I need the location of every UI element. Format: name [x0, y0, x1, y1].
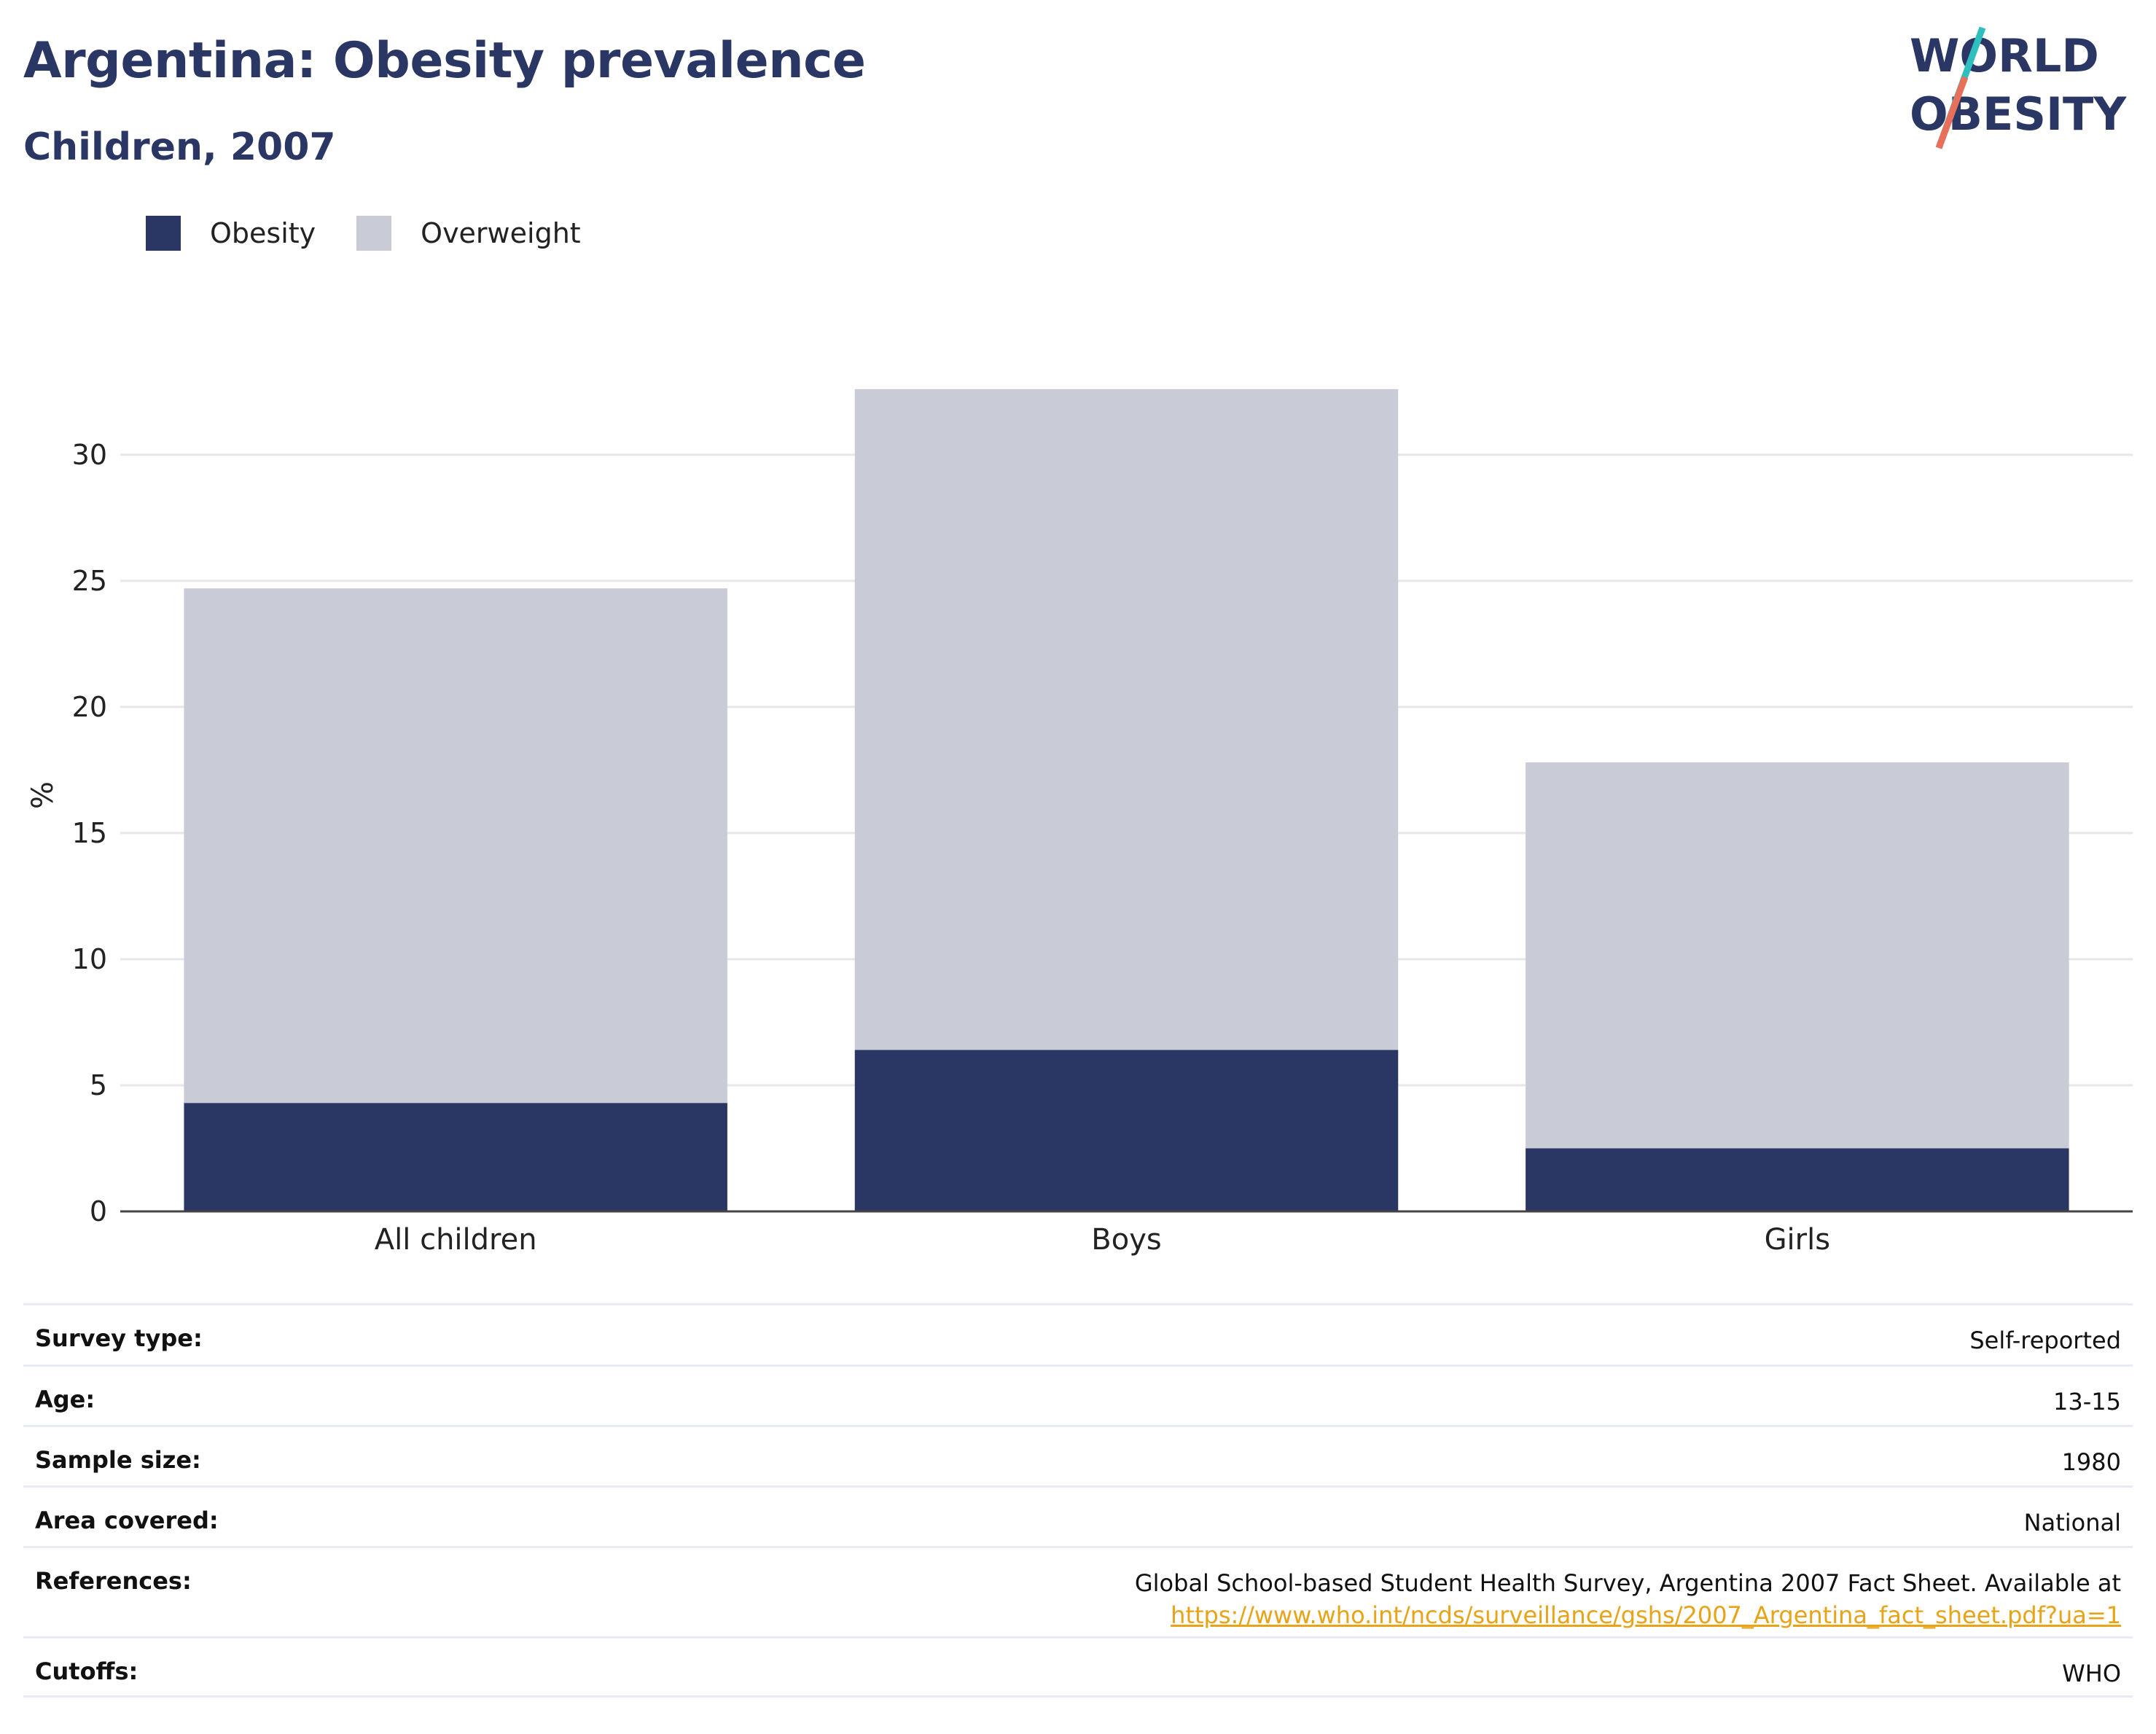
meta-value-cutoffs: WHO	[2062, 1660, 2121, 1687]
legend-item-overweight[interactable]: Overweight	[356, 216, 581, 251]
meta-value-references: Global School-based Student Health Surve…	[1135, 1567, 2121, 1631]
legend-label-obesity: Obesity	[210, 217, 316, 249]
x-tick-label: All children	[375, 1223, 537, 1257]
stacked-bar-chart: 0 5 10 15 20 25 30% All children Boys Girls	[26, 388, 2133, 1257]
meta-row-sample-size: Sample size: 1980	[23, 1425, 2133, 1485]
y-tick-label: 20	[72, 691, 107, 723]
meta-row-cutoffs: Cutoffs: WHO	[23, 1636, 2133, 1698]
y-tick-label: 30	[72, 439, 107, 471]
chart-subtitle: Children, 2007	[23, 125, 336, 169]
meta-label-cutoffs: Cutoffs:	[35, 1657, 138, 1685]
reference-text: Global School-based Student Health Surve…	[1134, 1569, 2121, 1597]
meta-label-sample-size: Sample size:	[35, 1446, 201, 1474]
meta-value-area-covered: National	[2023, 1509, 2121, 1536]
legend-swatch-overweight	[356, 216, 392, 251]
meta-value-age: 13-15	[2053, 1388, 2121, 1415]
y-tick-label: 25	[72, 565, 107, 597]
x-tick-label: Boys	[1091, 1223, 1161, 1257]
logo-line1: WORLD	[1910, 29, 2099, 82]
x-tick-label: Girls	[1765, 1223, 1831, 1257]
legend-swatch-obesity	[146, 216, 181, 251]
legend-label-overweight: Overweight	[421, 217, 581, 249]
y-tick-label: 15	[72, 817, 107, 849]
bar-obesity-boys	[854, 1050, 1399, 1211]
bar-obesity-girls	[1526, 1148, 2069, 1211]
world-obesity-logo: WORLD OBESITY	[1910, 26, 2127, 149]
bar-obesity-all-children	[184, 1103, 727, 1211]
meta-value-sample-size: 1980	[2061, 1448, 2121, 1476]
meta-label-area-covered: Area covered:	[35, 1507, 219, 1534]
bar-overweight-girls	[1526, 762, 2069, 1149]
y-tick-label: 5	[90, 1069, 107, 1101]
chart-title: Argentina: Obesity prevalence	[23, 32, 866, 90]
meta-label-survey-type: Survey type:	[35, 1324, 203, 1352]
meta-value-survey-type: Self-reported	[1969, 1327, 2121, 1354]
meta-label-age: Age:	[35, 1386, 95, 1413]
meta-row-area-covered: Area covered: National	[23, 1485, 2133, 1546]
y-tick-label: 10	[72, 943, 107, 975]
meta-row-references: References: Global School-based Student …	[23, 1546, 2133, 1636]
survey-metadata-table: Survey type: Self-reported Age: 13-15 Sa…	[23, 1303, 2133, 1698]
bar-overweight-all-children	[184, 588, 727, 1104]
meta-label-references: References:	[35, 1567, 192, 1595]
chart-legend: Obesity Overweight	[146, 216, 622, 251]
meta-row-survey-type: Survey type: Self-reported	[23, 1303, 2133, 1364]
logo-slash-coral	[1935, 76, 1969, 149]
y-axis-label: %	[26, 781, 60, 809]
legend-item-obesity[interactable]: Obesity	[146, 216, 316, 251]
y-tick-label: 0	[90, 1195, 107, 1227]
meta-row-age: Age: 13-15	[23, 1364, 2133, 1425]
bar-overweight-boys	[854, 388, 1399, 1050]
reference-link[interactable]: https://www.who.int/ncds/surveillance/gs…	[1171, 1601, 2121, 1629]
